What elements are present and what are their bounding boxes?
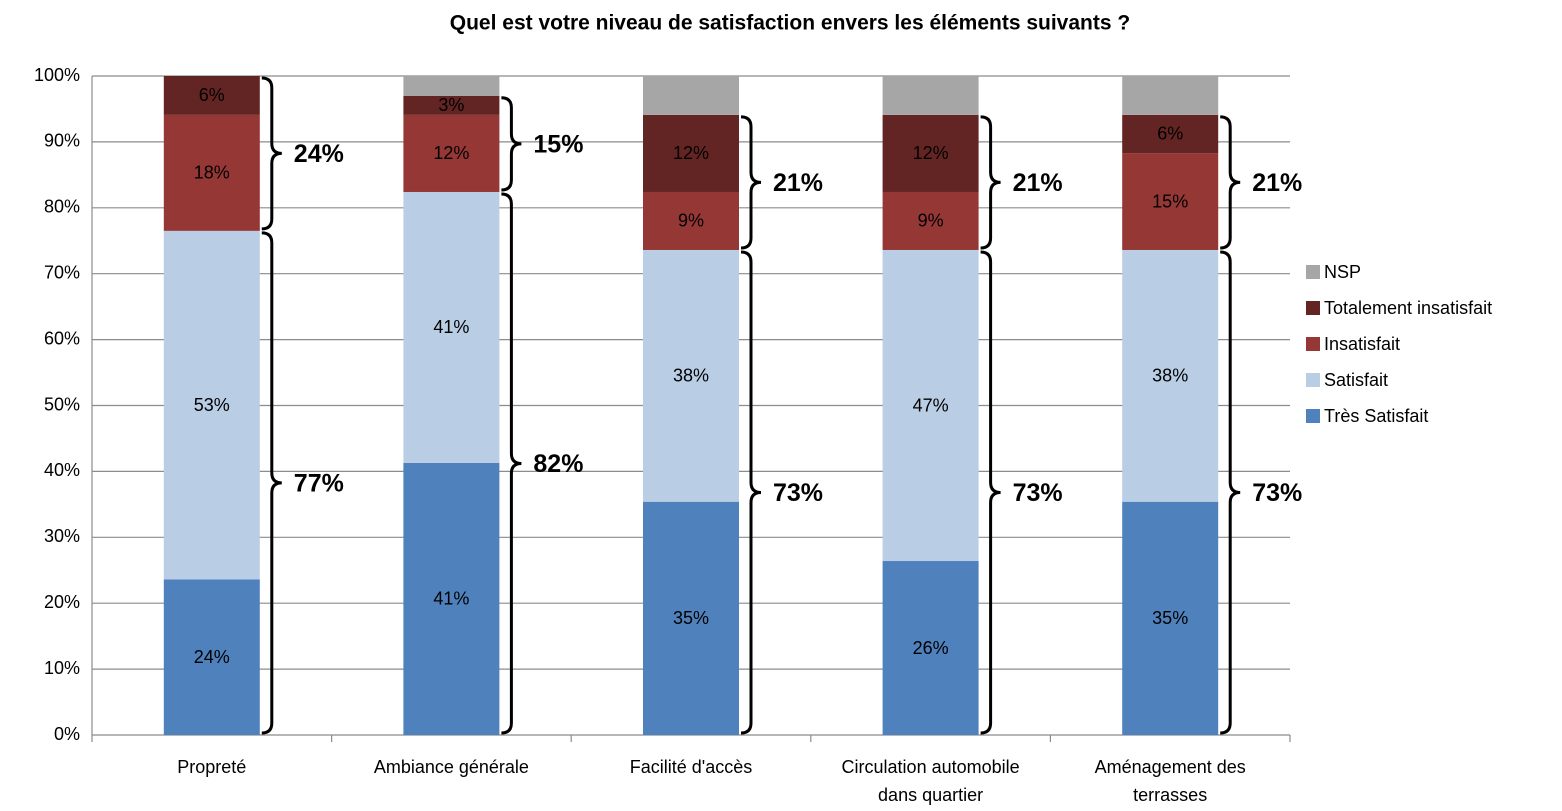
brace-label: 73% xyxy=(1252,479,1302,507)
data-label: 35% xyxy=(673,608,709,628)
data-label: 24% xyxy=(194,647,230,667)
bar-segment xyxy=(403,462,500,735)
bar-segment xyxy=(163,114,260,231)
data-label: 9% xyxy=(918,211,944,231)
data-label: 26% xyxy=(913,638,949,658)
brace xyxy=(501,192,522,735)
x-tick-label: Propreté xyxy=(177,757,246,777)
bar-segment xyxy=(403,76,500,96)
y-tick-label: 60% xyxy=(44,328,80,348)
bar-segment xyxy=(1122,153,1219,250)
bar-segment xyxy=(643,114,739,192)
data-label: 3% xyxy=(438,95,464,115)
bar-segment xyxy=(163,76,260,115)
bar-segment xyxy=(882,114,979,192)
brace-label: 82% xyxy=(533,450,583,478)
data-label: 38% xyxy=(1152,366,1188,386)
legend-label: NSP xyxy=(1324,262,1361,282)
legend-swatch xyxy=(1306,301,1320,315)
y-tick-label: 10% xyxy=(44,658,80,678)
brace xyxy=(261,76,282,231)
bar-segment xyxy=(882,561,979,735)
brace-label: 15% xyxy=(533,130,583,158)
y-tick-label: 0% xyxy=(54,724,80,744)
data-label: 41% xyxy=(433,589,469,609)
data-label: 18% xyxy=(194,163,230,183)
bar-segment xyxy=(403,95,500,115)
data-label: 9% xyxy=(678,211,704,231)
legend-swatch xyxy=(1306,409,1320,423)
y-tick-label: 80% xyxy=(44,197,80,217)
legend-swatch xyxy=(1306,373,1320,387)
bar-segment xyxy=(1122,76,1219,115)
bar-segment xyxy=(1122,249,1219,502)
y-tick-label: 100% xyxy=(34,65,80,85)
y-tick-label: 20% xyxy=(44,592,80,612)
brace-label: 21% xyxy=(773,169,823,197)
legend-label: Totalement insatisfait xyxy=(1324,298,1492,318)
brace-label: 21% xyxy=(1013,169,1063,197)
brace xyxy=(740,250,762,735)
brace xyxy=(261,231,282,735)
data-label: 6% xyxy=(199,85,225,105)
bar-segment xyxy=(163,579,260,735)
data-label: 15% xyxy=(1152,191,1188,211)
brace-label: 73% xyxy=(773,479,823,507)
data-label: 35% xyxy=(1152,608,1188,628)
brace-label: 73% xyxy=(1013,479,1063,507)
bar-segment xyxy=(163,230,260,580)
bar-segment xyxy=(1122,501,1219,735)
x-tick-label: Ambiance générale xyxy=(374,757,529,777)
data-label: 12% xyxy=(673,143,709,163)
brace xyxy=(1220,115,1241,250)
bar-segment xyxy=(643,501,739,735)
brace-label: 24% xyxy=(294,140,344,168)
brace xyxy=(740,115,762,250)
x-tick-label: Aménagement des terrasses xyxy=(1095,757,1246,805)
bar-segment xyxy=(882,249,979,562)
data-label: 6% xyxy=(1157,124,1183,144)
bar-segment xyxy=(643,76,739,115)
chart-title: Quel est votre niveau de satisfaction en… xyxy=(450,12,1130,35)
y-tick-label: 70% xyxy=(44,262,80,282)
y-tick-label: 90% xyxy=(44,131,80,151)
legend-swatch xyxy=(1306,337,1320,351)
legend-label: Insatisfait xyxy=(1324,334,1400,354)
bar-segment xyxy=(1122,114,1219,154)
brace xyxy=(1220,250,1241,735)
brace-label: 77% xyxy=(294,470,344,498)
legend-label: Satisfait xyxy=(1324,370,1388,390)
data-label: 47% xyxy=(913,395,949,415)
brace xyxy=(501,96,522,192)
data-label: 53% xyxy=(194,395,230,415)
y-tick-label: 40% xyxy=(44,460,80,480)
data-label: 12% xyxy=(913,143,949,163)
bar-segment xyxy=(882,191,979,250)
brace xyxy=(980,250,1001,735)
data-label: 38% xyxy=(673,366,709,386)
bar-segment xyxy=(882,76,979,115)
x-tick-label: Circulation automobile dans quartier xyxy=(842,757,1020,805)
bar-segment xyxy=(403,191,500,463)
brace xyxy=(980,115,1001,250)
bar-segment xyxy=(403,114,500,192)
brace-label: 21% xyxy=(1252,169,1302,197)
bar-segment xyxy=(643,249,739,502)
legend-label: Très Satisfait xyxy=(1324,406,1428,426)
data-label: 12% xyxy=(433,143,469,163)
y-tick-label: 30% xyxy=(44,526,80,546)
bar-segment xyxy=(643,191,739,250)
data-label: 41% xyxy=(433,317,469,337)
x-tick-label: Facilité d'accès xyxy=(630,757,752,777)
y-tick-label: 50% xyxy=(44,394,80,414)
legend-swatch xyxy=(1306,265,1320,279)
